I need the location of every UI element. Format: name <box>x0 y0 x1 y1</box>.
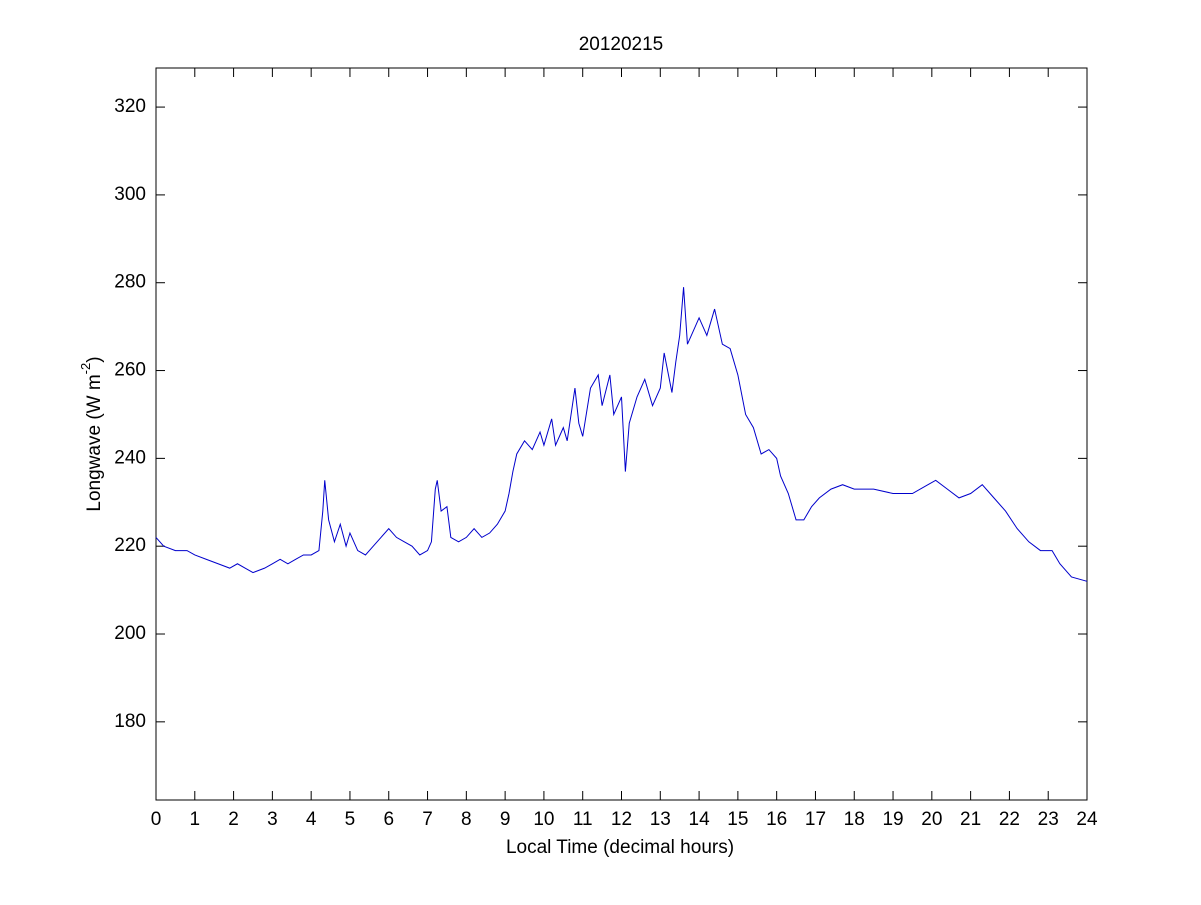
x-tick-label: 9 <box>500 809 511 830</box>
x-tick-label: 12 <box>611 809 632 830</box>
x-tick-label: 13 <box>650 809 671 830</box>
plot-frame <box>155 67 1088 801</box>
x-tick-label: 21 <box>960 809 981 830</box>
data-line <box>155 287 1088 582</box>
y-tick-label: 180 <box>114 711 146 732</box>
x-tick-label: 18 <box>844 809 865 830</box>
y-label-superscript: -2 <box>78 363 93 375</box>
x-tick-label: 1 <box>190 809 201 830</box>
y-tick-label: 300 <box>114 184 146 205</box>
y-label-suffix: ) <box>84 356 105 362</box>
x-tick-label: 10 <box>533 809 554 830</box>
x-tick-label: 6 <box>383 809 394 830</box>
y-tick-label: 320 <box>114 96 146 117</box>
x-axis-label: Local Time (decimal hours) <box>506 837 734 858</box>
y-tick-label: 280 <box>114 272 146 293</box>
x-tick-label: 22 <box>999 809 1020 830</box>
y-axis-label: Longwave (W m-2) <box>78 356 105 511</box>
x-tick-label: 20 <box>921 809 942 830</box>
x-tick-label: 15 <box>727 809 748 830</box>
y-tick-label: 200 <box>114 623 146 644</box>
x-tick-label: 0 <box>151 809 162 830</box>
y-tick-label: 260 <box>114 360 146 381</box>
x-tick-label: 8 <box>461 809 472 830</box>
x-tick-label: 16 <box>766 809 787 830</box>
x-tick-label: 5 <box>345 809 356 830</box>
x-tick-label: 11 <box>573 809 593 830</box>
x-tick-label: 14 <box>689 809 711 830</box>
x-tick-label: 23 <box>1038 809 1059 830</box>
chart-title: 20120215 <box>579 34 664 55</box>
x-tick-label: 7 <box>422 809 433 830</box>
y-label-text: Longwave (W m <box>84 374 105 511</box>
x-tick-label: 17 <box>805 809 826 830</box>
y-tick-label: 240 <box>114 447 146 468</box>
y-tick-label: 220 <box>114 535 146 556</box>
x-tick-label: 4 <box>306 809 317 830</box>
x-tick-label: 19 <box>882 809 903 830</box>
x-tick-label: 24 <box>1076 809 1098 830</box>
x-tick-label: 2 <box>228 809 239 830</box>
x-tick-label: 3 <box>267 809 278 830</box>
